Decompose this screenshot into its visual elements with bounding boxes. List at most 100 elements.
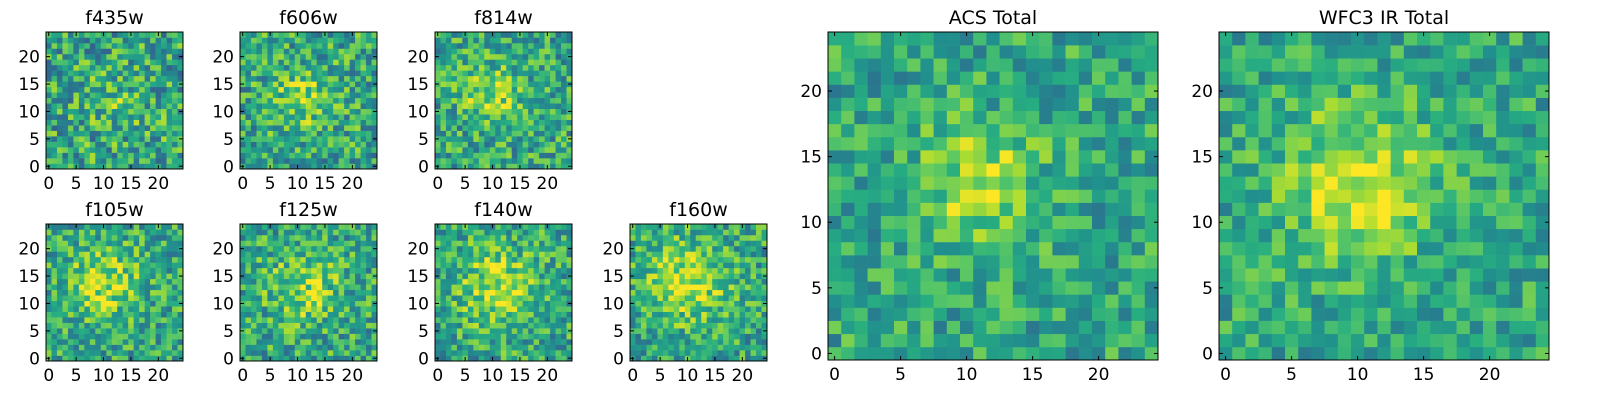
y-tick-label: 0 xyxy=(223,157,234,177)
heatmap-cell xyxy=(440,119,447,126)
heatmap-cell xyxy=(250,273,257,280)
heatmap-cell xyxy=(84,256,91,263)
heatmap-cell xyxy=(344,262,350,269)
heatmap-cell xyxy=(673,278,680,285)
heatmap-cell xyxy=(756,355,762,362)
heatmap-cell xyxy=(117,158,124,164)
heatmap-cell xyxy=(100,92,107,99)
heatmap-cell xyxy=(544,322,551,329)
heatmap-cell xyxy=(506,152,513,159)
heatmap-cell xyxy=(500,32,507,38)
heatmap-cell xyxy=(122,245,129,252)
heatmap-cell xyxy=(89,70,96,77)
heatmap-cell xyxy=(473,141,480,148)
heatmap-cell xyxy=(484,70,491,77)
heatmap-cell xyxy=(522,158,529,164)
heatmap-cell xyxy=(673,344,680,351)
heatmap-cell xyxy=(484,311,491,318)
heatmap-cell xyxy=(646,306,653,312)
heatmap-cell xyxy=(139,48,145,55)
heatmap-cell xyxy=(435,284,441,291)
heatmap-cell xyxy=(630,317,636,323)
heatmap-cell xyxy=(550,245,556,252)
heatmap-cell xyxy=(734,256,740,263)
heatmap-cell xyxy=(550,114,556,120)
heatmap-cell xyxy=(100,273,107,280)
heatmap-cell xyxy=(272,267,279,274)
heatmap-cell xyxy=(841,189,855,203)
heatmap-cell xyxy=(51,229,58,236)
heatmap-cell xyxy=(150,42,156,49)
heatmap-cell xyxy=(506,322,513,329)
heatmap-cell xyxy=(338,53,345,60)
heatmap-cell xyxy=(133,130,140,137)
heatmap-cell xyxy=(355,97,361,104)
heatmap-cell xyxy=(668,289,675,296)
heatmap-cell xyxy=(533,42,540,49)
heatmap-cell xyxy=(333,92,339,99)
heatmap-cell xyxy=(484,48,491,55)
heatmap-cell xyxy=(484,306,491,312)
heatmap-cell xyxy=(484,339,491,345)
heatmap-cell xyxy=(316,224,323,230)
heatmap-cell xyxy=(500,119,507,126)
heatmap-cell xyxy=(95,344,102,351)
heatmap-cell xyxy=(712,251,718,258)
heatmap-cell xyxy=(695,300,702,307)
heatmap-cell xyxy=(662,289,669,296)
heatmap-cell xyxy=(539,284,545,291)
heatmap-cell xyxy=(355,322,361,329)
heatmap-cell xyxy=(67,284,74,291)
heatmap-cell xyxy=(349,42,356,49)
x-tick-label: 10 xyxy=(482,366,504,386)
heatmap-cell xyxy=(739,256,746,263)
heatmap-cell xyxy=(646,273,653,280)
heatmap-cell xyxy=(495,59,502,66)
heatmap-cell xyxy=(528,311,534,318)
heatmap-cell xyxy=(728,350,735,356)
heatmap-cell xyxy=(445,322,452,329)
heatmap-cell xyxy=(539,75,545,82)
heatmap-cell xyxy=(322,114,328,120)
heatmap-cell xyxy=(289,350,296,356)
heatmap-cell xyxy=(550,108,556,115)
heatmap-cell xyxy=(555,295,562,302)
heatmap-cell xyxy=(100,114,107,120)
heatmap-cell xyxy=(500,147,507,153)
heatmap-cell xyxy=(550,344,556,351)
heatmap-cell xyxy=(333,311,339,318)
heatmap-cell xyxy=(451,141,458,148)
heatmap-cell xyxy=(117,355,124,362)
heatmap-cell xyxy=(495,103,502,110)
heatmap-cell xyxy=(867,346,882,361)
heatmap-cell xyxy=(646,284,653,291)
heatmap-cell xyxy=(1052,333,1066,348)
heatmap-cell xyxy=(440,289,447,296)
heatmap-cell xyxy=(245,32,252,38)
heatmap-cell xyxy=(728,322,735,329)
heatmap-cell xyxy=(327,289,334,296)
heatmap-cell xyxy=(283,37,290,44)
heatmap-cell xyxy=(144,97,151,104)
heatmap-cell xyxy=(289,103,296,110)
heatmap-cell xyxy=(128,322,134,329)
heatmap-cell xyxy=(561,295,567,302)
heatmap-cell xyxy=(122,42,129,49)
heatmap-cell xyxy=(144,234,151,241)
heatmap-cell xyxy=(333,81,339,88)
heatmap-cell xyxy=(73,48,80,55)
heatmap-cell xyxy=(1026,215,1040,230)
y-tick-label: 5 xyxy=(223,130,234,150)
heatmap-cell xyxy=(300,306,307,312)
heatmap-cell xyxy=(506,350,513,356)
heatmap-cell xyxy=(566,295,573,302)
heatmap-cell xyxy=(533,53,540,60)
heatmap-cell xyxy=(999,294,1014,308)
heatmap-cell xyxy=(533,333,540,340)
heatmap-cell xyxy=(144,136,151,142)
heatmap-cell xyxy=(155,147,162,153)
heatmap-cell xyxy=(333,350,339,356)
heatmap-cell xyxy=(371,86,378,93)
heatmap-cell xyxy=(283,262,290,269)
heatmap-cell xyxy=(907,294,921,308)
